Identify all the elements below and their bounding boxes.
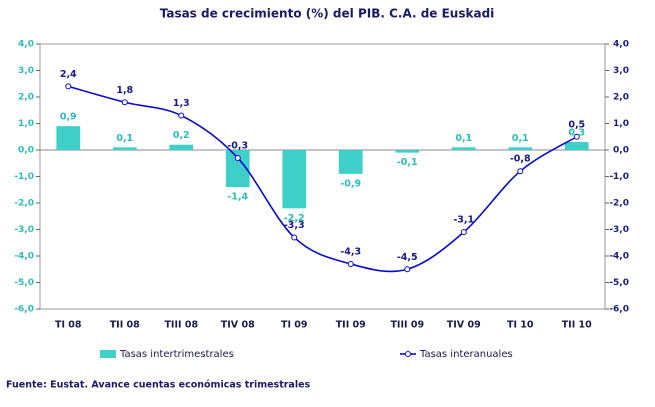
y-tick-label: -1,0 [14, 172, 34, 182]
y2-tick-label: -6,0 [609, 305, 629, 315]
x-tick-label: TII 10 [562, 320, 592, 331]
line-marker [573, 133, 580, 140]
y-tick-label: -3,0 [14, 225, 34, 235]
y-tick-label: -6,0 [14, 305, 34, 315]
line-value-label: -4,3 [340, 246, 361, 257]
legend-marker [405, 351, 411, 357]
chart-title: Tasas de crecimiento (%) del PIB. C.A. d… [160, 7, 495, 21]
bar-value-label: 0,1 [512, 133, 529, 144]
line-marker [121, 99, 128, 106]
y-tick-label: 3,0 [18, 66, 34, 76]
line-value-label: -0,8 [510, 154, 531, 165]
bar [282, 150, 307, 209]
bar-value-label: 0,3 [568, 128, 585, 139]
bar [169, 144, 194, 150]
y-tick-label: 4,0 [18, 40, 34, 50]
bar [338, 150, 363, 174]
y2-tick-label: 2,0 [613, 93, 629, 103]
source-note: Fuente: Eustat. Avance cuentas económica… [6, 380, 311, 391]
bar-value-label: 0,9 [60, 112, 77, 123]
line-marker [460, 229, 467, 236]
y-tick-label: 2,0 [18, 93, 34, 103]
line-marker [234, 154, 241, 161]
line-marker [347, 260, 354, 267]
line-value-label: 1,3 [173, 98, 190, 109]
y2-tick-label: -2,0 [609, 199, 629, 209]
line-value-label: -3,3 [284, 220, 305, 231]
bar [225, 150, 250, 188]
bar-value-label: -0,9 [340, 178, 361, 189]
x-tick-label: TIII 08 [164, 320, 198, 331]
x-tick-label: TI 10 [507, 320, 534, 331]
bar [56, 126, 81, 150]
bar-value-label: -2,2 [284, 213, 305, 224]
x-tick-label: TIII 09 [390, 320, 424, 331]
line-value-label: 2,4 [60, 69, 77, 80]
line-marker [178, 112, 185, 119]
line-marker [517, 168, 524, 175]
line-value-label: 0,5 [568, 119, 585, 130]
line-value-label: -0,3 [227, 140, 248, 151]
line-marker [404, 266, 411, 273]
y-tick-label: 1,0 [18, 119, 34, 129]
y2-tick-label: -5,0 [609, 278, 629, 288]
y2-tick-label: 4,0 [613, 40, 629, 50]
x-tick-label: TII 09 [336, 320, 366, 331]
bar-value-label: 0,1 [455, 133, 472, 144]
x-tick-label: TII 08 [110, 320, 140, 331]
legend-label: Tasas interanuales [419, 349, 513, 360]
y2-tick-label: 3,0 [613, 66, 629, 76]
bar-value-label: 0,2 [173, 130, 190, 141]
bar-value-label: -0,1 [397, 157, 418, 168]
y-tick-label: -5,0 [14, 278, 34, 288]
y-tick-label: -2,0 [14, 199, 34, 209]
y2-tick-label: 0,0 [613, 146, 629, 156]
x-tick-label: TI 08 [55, 320, 82, 331]
bar [508, 147, 533, 150]
x-tick-label: TI 09 [281, 320, 308, 331]
bar [451, 147, 476, 150]
bar [564, 142, 589, 150]
y2-tick-label: -3,0 [609, 225, 629, 235]
y2-tick-label: -4,0 [609, 252, 629, 262]
legend-label: Tasas intertrimestrales [119, 349, 234, 360]
legend-swatch [100, 350, 116, 358]
bar-value-label: 0,1 [116, 133, 133, 144]
line [68, 85, 578, 273]
line-value-label: -4,5 [397, 252, 418, 263]
bar-value-label: -1,4 [227, 192, 248, 203]
bar [395, 150, 420, 153]
y2-tick-label: 1,0 [613, 119, 629, 129]
y2-tick-label: -1,0 [609, 172, 629, 182]
y-tick-label: -4,0 [14, 252, 34, 262]
bar [112, 147, 137, 150]
line-marker [65, 83, 72, 90]
line-value-label: -3,1 [453, 215, 474, 226]
x-tick-label: TIV 08 [221, 320, 255, 331]
x-tick-label: TIV 09 [447, 320, 481, 331]
line-marker [291, 234, 298, 241]
line-value-label: 1,8 [116, 85, 133, 96]
y-tick-label: 0,0 [18, 146, 34, 156]
